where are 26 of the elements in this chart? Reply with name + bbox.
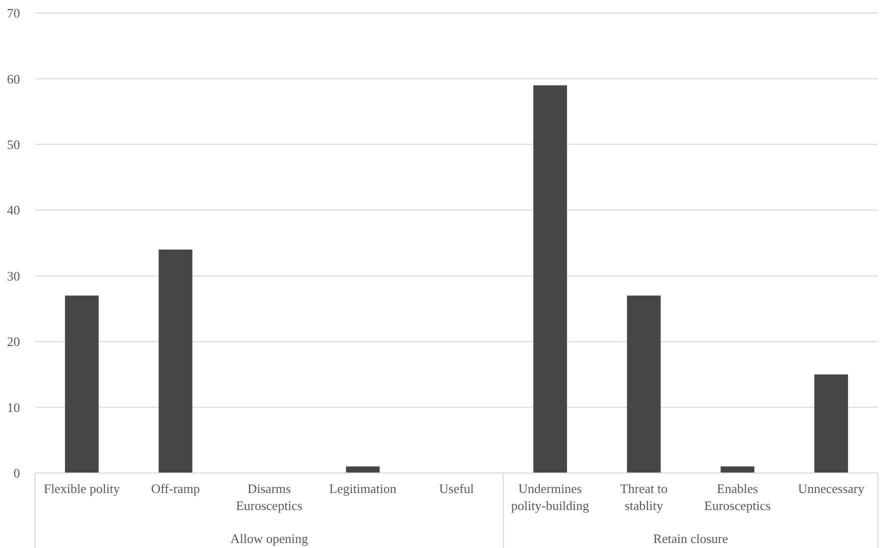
x-tick-label: Undermines polity-building (511, 481, 590, 513)
y-tick-label: 60 (7, 71, 20, 86)
x-tick-label: Useful (439, 481, 474, 496)
bar (626, 296, 661, 473)
y-tick-label: 30 (7, 268, 20, 284)
bar (533, 85, 568, 473)
bar (346, 466, 380, 473)
x-tick-label: Flexible polity (44, 481, 120, 496)
x-tick-label: Enables Eurosceptics (704, 481, 771, 513)
text: Allow opening (230, 531, 308, 546)
bar (158, 250, 192, 473)
y-tick-label: 70 (7, 6, 20, 21)
y-tick-label: 20 (7, 334, 20, 350)
x-tick-label: Unnecessary (798, 481, 865, 496)
y-tick-label: 50 (7, 136, 20, 152)
bar (64, 296, 99, 473)
x-tick-label: Off-ramp (151, 481, 200, 496)
y-tick-label: 10 (7, 400, 20, 415)
text: Retain closure (653, 531, 728, 546)
bar (720, 466, 754, 473)
y-tick-label: 40 (7, 202, 20, 218)
bar (814, 374, 848, 473)
y-tick-label: 0 (14, 466, 20, 481)
x-tick-label: Disarms Eurosceptics (236, 481, 302, 513)
x-tick-label: Threat to stablity (620, 481, 668, 513)
x-tick-label: Legitimation (329, 481, 397, 496)
